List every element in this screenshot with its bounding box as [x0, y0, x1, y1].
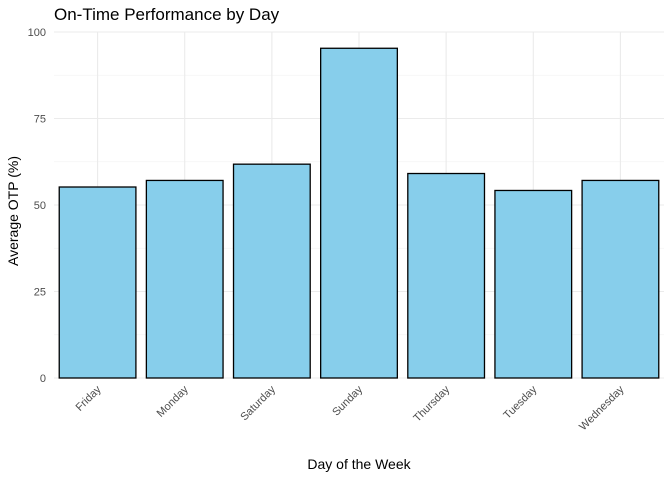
x-tick-label: Wednesday — [577, 383, 627, 433]
bars — [58, 47, 660, 379]
bar-thursday — [407, 172, 486, 379]
bar-sunday — [320, 47, 398, 379]
bar-wednesday — [581, 179, 660, 379]
x-tick-label: Tuesday — [501, 383, 539, 421]
bar-saturday — [232, 163, 311, 379]
chart-title: On-Time Performance by Day — [54, 5, 280, 24]
y-axis-title: Average OTP (%) — [5, 156, 21, 266]
x-tick-labels: Friday Monday Saturday Sunday Thursday Tuesda… — [74, 383, 627, 433]
x-tick-label: Sunday — [330, 383, 365, 418]
y-tick-label: 75 — [34, 114, 46, 126]
x-tick-label: Monday — [155, 383, 192, 420]
y-tick-label: 100 — [28, 27, 46, 39]
bar-monday — [145, 179, 224, 379]
x-tick-label: Thursday — [411, 383, 452, 424]
bar-friday — [58, 186, 137, 379]
y-tick-label: 0 — [40, 373, 46, 385]
y-tick-label: 25 — [34, 287, 46, 299]
x-axis-title: Day of the Week — [307, 456, 411, 472]
y-tick-label: 50 — [34, 200, 46, 212]
y-tick-labels: 0 25 50 75 100 — [28, 27, 46, 385]
bar-tuesday — [494, 189, 573, 379]
x-tick-label: Saturday — [238, 383, 278, 423]
x-tick-label: Friday — [74, 383, 104, 413]
